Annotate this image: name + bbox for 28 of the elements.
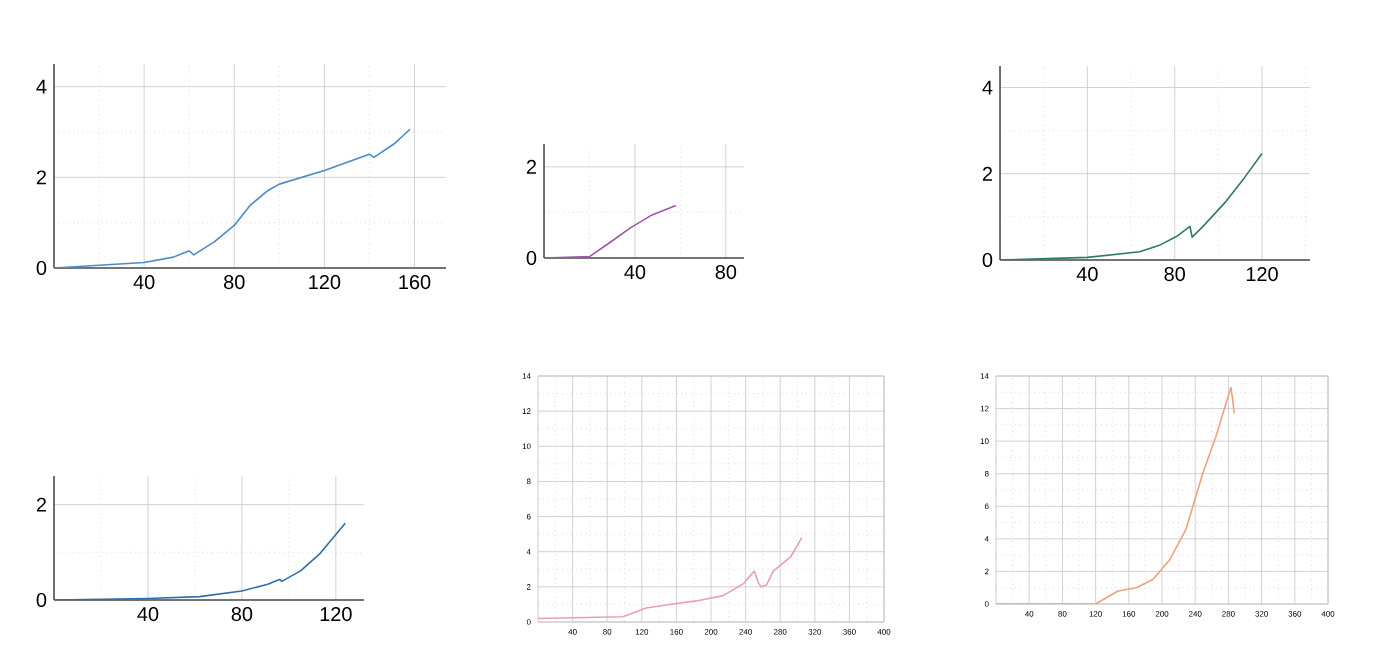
line-series — [996, 386, 1236, 604]
x-tick-label: 40 — [133, 275, 155, 290]
y-tick-label: 0 — [526, 250, 537, 266]
x-tick-label: 40 — [137, 607, 159, 622]
y-tick-label: 0 — [36, 260, 47, 276]
y-tick-label: 2 — [526, 159, 536, 174]
line-series — [544, 204, 677, 258]
line-series — [1000, 152, 1263, 260]
y-tick-label: 2 — [36, 170, 46, 185]
x-tick-label: 40 — [1076, 267, 1098, 282]
x-tick-label: 40 — [624, 265, 646, 280]
y-tick-label: 2 — [982, 166, 992, 181]
x-tick-label: 80 — [231, 607, 253, 622]
x-tick-label: 80 — [715, 265, 737, 280]
x-tick-label: 160 — [399, 275, 431, 290]
line-series — [54, 522, 347, 600]
x-tick-label: 120 — [320, 607, 352, 622]
y-tick-label: 2 — [36, 497, 46, 512]
x-tick-label: 120 — [309, 275, 341, 290]
y-tick-label: 0 — [36, 592, 47, 608]
line-series — [54, 128, 411, 268]
x-tick-label: 80 — [1164, 267, 1185, 282]
y-tick-label: 4 — [36, 79, 47, 94]
x-tick-label: 80 — [224, 275, 245, 290]
x-tick-label: 120 — [1246, 267, 1278, 282]
y-tick-label: 0 — [982, 252, 993, 268]
line-series — [538, 536, 803, 620]
y-tick-label: 4 — [982, 80, 993, 95]
